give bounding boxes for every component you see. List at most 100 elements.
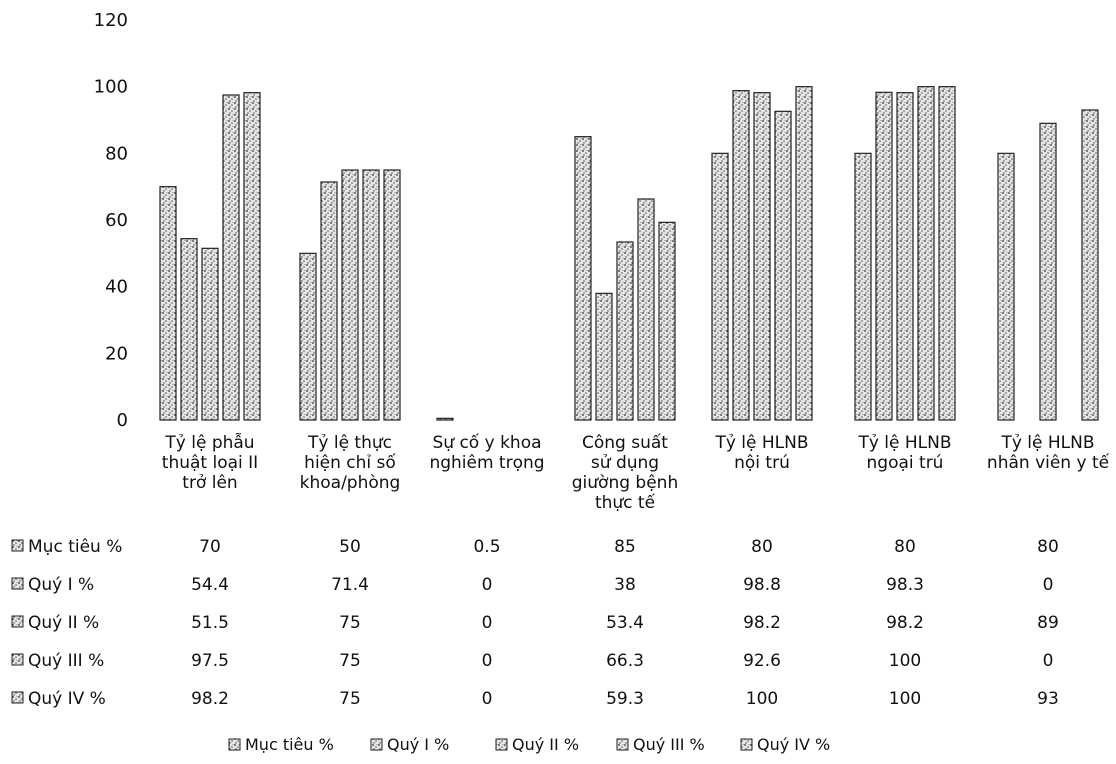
table-cell: 75 (339, 651, 361, 671)
bar (997, 152, 1015, 421)
table-cell: 0.5 (473, 537, 500, 557)
y-tick-label: 0 (117, 410, 128, 431)
table-cell: 0 (482, 651, 493, 671)
row-legend-key (11, 577, 24, 590)
table-cell: 54.4 (191, 575, 229, 595)
table-cell: 93 (1037, 689, 1059, 709)
table-row: Quý II % 51.5 75 0 53.4 98.2 98.2 89 (11, 613, 1059, 633)
legend-swatch (740, 738, 753, 751)
table-cell: 0 (482, 689, 493, 709)
table-cell: 98.2 (191, 689, 229, 709)
x-category-label-line: Công suất (582, 432, 668, 453)
table-cell: 70 (199, 537, 221, 557)
table-cell: 66.3 (606, 651, 644, 671)
table-cell: 89 (1037, 613, 1059, 633)
x-category-label-line: Tỷ lệ HLNB (857, 433, 951, 453)
table-cell: 100 (889, 651, 921, 671)
table-cell: 98.3 (886, 575, 924, 595)
legend-swatch (616, 738, 629, 751)
x-category-label: Tỷ lệ HLNB nhân viên y tế (987, 433, 1110, 473)
bar (595, 292, 613, 421)
legend-label: Quý I % (387, 735, 449, 754)
category-bar-group (574, 136, 676, 421)
row-legend-key (11, 539, 24, 552)
table-cell: 51.5 (191, 613, 229, 633)
table-cell: 38 (614, 575, 636, 595)
x-category-label: Sự cố y khoa nghiêm trọng (429, 432, 544, 473)
y-tick-label: 20 (105, 343, 128, 364)
legend-label: Quý III % (633, 735, 705, 754)
y-tick-label: 100 (94, 77, 128, 98)
x-category-label-line: Tỷ lệ HLNB (714, 433, 808, 453)
bar (320, 181, 338, 421)
table-cell: 0 (1043, 651, 1054, 671)
x-category-label-line: Tỷ lệ HLNB (1000, 433, 1094, 453)
legend-item: Mục tiêu % (228, 735, 334, 754)
table-cell: 80 (1037, 537, 1059, 557)
bar (1081, 109, 1099, 421)
row-legend-key (11, 691, 24, 704)
table-cell: 59.3 (606, 689, 644, 709)
table-cell: 75 (339, 689, 361, 709)
y-tick-label: 60 (105, 210, 128, 231)
legend-swatch (228, 738, 241, 751)
data-table: Mục tiêu % 70 50 0.5 85 80 80 80 Quý I % 54.4 71.4… (11, 537, 1059, 709)
table-cell: 100 (889, 689, 921, 709)
y-tick-label: 40 (105, 277, 128, 298)
bar (436, 417, 454, 421)
table-cell: 0 (482, 613, 493, 633)
category-bar-group (299, 169, 401, 421)
row-legend-key (11, 615, 24, 628)
bar (574, 136, 592, 421)
legend-item: Quý III % (616, 735, 705, 754)
category-bar-group (997, 109, 1099, 421)
bar (753, 92, 771, 421)
table-cell: 98.2 (886, 613, 924, 633)
x-category-label-line: ngoại trú (867, 453, 944, 473)
x-category-label-line: nghiêm trọng (429, 453, 544, 473)
category-bar-group (159, 92, 261, 421)
category-bar-group (436, 417, 454, 421)
bar (658, 221, 676, 421)
x-category-label-line: thực tế (595, 492, 656, 513)
bar (341, 169, 359, 421)
bar (896, 92, 914, 421)
table-cell: 0 (1043, 575, 1054, 595)
x-category-label-line: giường bệnh (572, 473, 678, 493)
table-cell: 92.6 (743, 651, 781, 671)
x-category-label-line: Tỷ lệ thực (307, 433, 392, 453)
table-cell: 0 (482, 575, 493, 595)
table-cell: 97.5 (191, 651, 229, 671)
bar (917, 86, 935, 421)
bar (875, 91, 893, 421)
x-category-label: Tỷ lệ thực hiện chỉ số khoa/phòng (300, 433, 401, 493)
table-row: Quý IV % 98.2 75 0 59.3 100 100 93 (11, 689, 1059, 709)
legend-label: Mục tiêu % (245, 735, 334, 754)
table-row-label: Quý I % (28, 575, 94, 595)
bar (383, 169, 401, 421)
y-axis: 0 20 40 60 80 100 120 (94, 10, 128, 431)
table-cell: 98.2 (743, 613, 781, 633)
y-tick-label: 120 (94, 10, 128, 31)
x-category-label-line: Tỷ lệ phẫu (164, 432, 254, 453)
legend-label: Quý IV % (757, 735, 830, 754)
x-category-label: Tỷ lệ phẫu thuật loại II trở lên (162, 432, 258, 493)
bar (180, 238, 198, 421)
bar (732, 90, 750, 421)
table-row-label: Quý II % (28, 613, 99, 633)
legend: Mục tiêu % Quý I % Quý II % Quý III % Quý IV… (228, 735, 830, 754)
bar (362, 169, 380, 421)
table-cell: 53.4 (606, 613, 644, 633)
bar (222, 94, 240, 421)
bar (795, 86, 813, 421)
x-category-label: Tỷ lệ HLNB nội trú (714, 433, 808, 473)
legend-item: Quý II % (495, 735, 579, 754)
x-category-label-line: nhân viên y tế (987, 452, 1110, 473)
category-bar-group (711, 86, 813, 421)
table-cell: 80 (751, 537, 773, 557)
x-category-label-line: hiện chỉ số (304, 452, 396, 473)
x-category-label-line: trở lên (182, 473, 237, 493)
bar (159, 186, 177, 421)
bar-series-group (159, 86, 1099, 421)
